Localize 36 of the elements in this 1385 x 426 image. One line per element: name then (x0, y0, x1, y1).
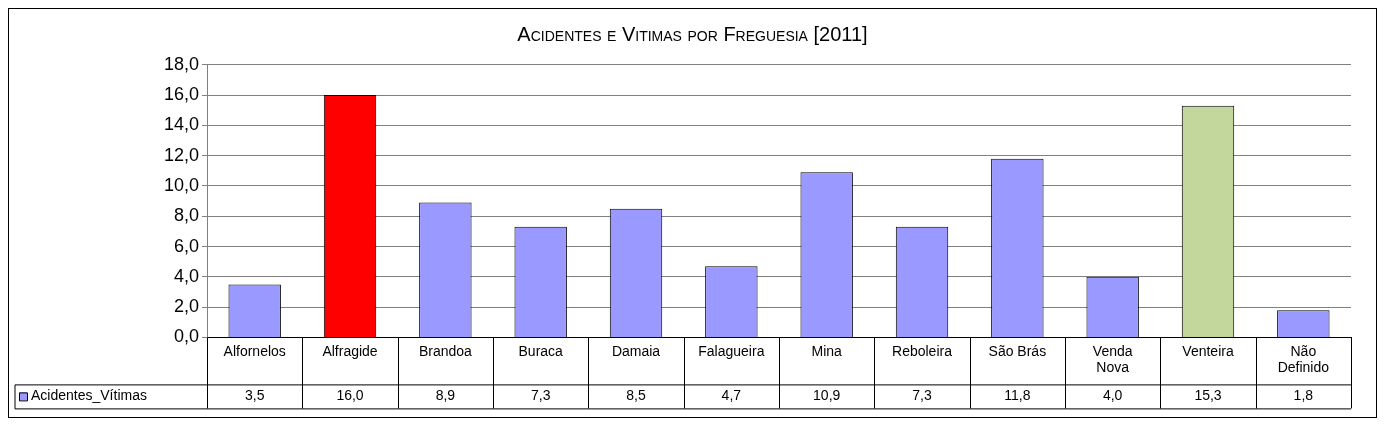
y-tick-label: 12,0 (163, 144, 200, 165)
x-tick-label: Reboleira (892, 342, 953, 359)
data-label: 3,5 (244, 387, 265, 404)
y-tick-label: 18,0 (163, 53, 200, 74)
data-label: 15,3 (1194, 387, 1222, 404)
y-tick-label: 16,0 (163, 84, 200, 105)
data-label: 7,3 (530, 387, 551, 404)
data-label: 7,3 (912, 387, 932, 404)
legend-label: Acidentes_Vítimas (31, 387, 147, 404)
data-label: 4,0 (1102, 387, 1123, 404)
data-label: 1,8 (1293, 387, 1314, 404)
y-tick-label: 2,0 (174, 296, 200, 317)
data-label: 10,9 (813, 387, 841, 404)
x-tick-label: São Brás (988, 342, 1047, 359)
x-tick-label: Alfragide (322, 342, 378, 359)
x-tick-label: Mina (811, 342, 843, 359)
data-label: 4,7 (721, 387, 742, 404)
x-tick-label: Falagueira (698, 342, 765, 359)
x-tick-label: Não Definido (1277, 342, 1330, 376)
data-label: 11,8 (1004, 387, 1031, 404)
y-tick-label: 10,0 (163, 174, 200, 195)
chart-title: Acidentes e Vitimas por Freguesia [2011] (516, 23, 869, 47)
data-label: 8,5 (626, 387, 646, 404)
x-tick-label: Damaia (611, 342, 661, 359)
x-tick-label: Brandoa (418, 342, 473, 359)
y-tick-label: 4,0 (174, 265, 200, 286)
y-tick-label: 6,0 (174, 235, 200, 256)
data-label: 16,0 (336, 387, 364, 404)
x-tick-label: Venda Nova (1092, 342, 1133, 376)
x-tick-label: Buraca (518, 342, 564, 359)
data-label: 8,9 (435, 387, 456, 404)
x-tick-label: Venteira (1182, 342, 1234, 359)
y-tick-label: 14,0 (163, 114, 200, 135)
y-tick-label: 8,0 (174, 205, 200, 226)
y-tick-label: 0,0 (174, 326, 200, 347)
x-tick-label: Alfornelos (223, 342, 286, 359)
